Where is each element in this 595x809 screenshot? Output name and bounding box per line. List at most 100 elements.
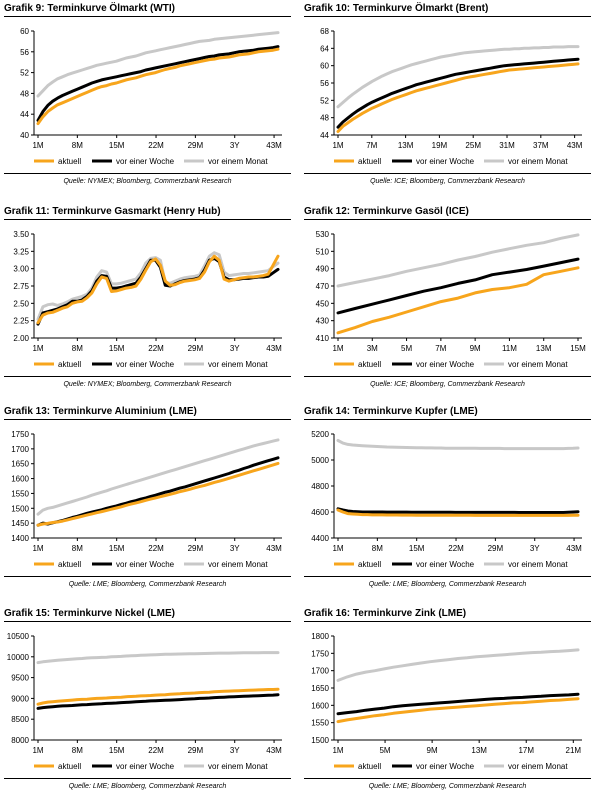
y-tick-label: 2.00 xyxy=(13,334,29,343)
chart-svg: 2.00 2.25 2.50 2.75 3.00 3.25 3.50 1M 8M 15M 22M 29… xyxy=(13,230,282,369)
x-tick-label: 22M xyxy=(148,544,164,553)
legend-rule xyxy=(304,376,591,377)
x-tick-label: 15M xyxy=(570,344,586,353)
y-tick-label: 8000 xyxy=(11,736,29,745)
y-tick-label: 1800 xyxy=(311,632,329,641)
x-tick-label: 43M xyxy=(567,141,583,150)
legend-label-monat: vor einem Monat xyxy=(208,360,268,369)
x-tick-label: 43M xyxy=(566,544,582,553)
chart-number: Grafik 12: xyxy=(304,206,353,217)
x-tick-label: 9M xyxy=(470,344,481,353)
y-tick-label: 68 xyxy=(320,27,329,36)
x-tick-label: 8M xyxy=(72,344,83,353)
title-rule xyxy=(304,419,591,420)
y-tick-label: 1600 xyxy=(311,701,329,710)
x-tick-label: 37M xyxy=(533,141,549,150)
x-tick-label: 13M xyxy=(471,746,487,755)
chart-panel-g12: Grafik 12: Terminkurve Gasöl (ICE) 410 430… xyxy=(304,206,591,406)
chart-number: Grafik 13: xyxy=(4,406,53,417)
legend-rule xyxy=(4,376,291,377)
chart-title-text: Terminkurve Gasmarkt (Henry Hub) xyxy=(52,206,221,217)
x-tick-label: 1M xyxy=(32,544,43,553)
series-line-aktuell xyxy=(336,508,580,517)
x-tick-label: 31M xyxy=(499,141,515,150)
x-tick-label: 8M xyxy=(72,544,83,553)
x-tick-label: 7M xyxy=(435,344,446,353)
y-tick-label: 3.00 xyxy=(13,265,29,274)
series-line-woche xyxy=(336,257,580,315)
y-tick-label: 530 xyxy=(316,230,330,239)
chart-source: Quelle: ICE; Bloomberg, Commerzbank Rese… xyxy=(370,381,525,388)
legend-label-woche: vor einer Woche xyxy=(416,560,475,569)
y-tick-label: 9000 xyxy=(11,694,29,703)
legend-label-woche: vor einer Woche xyxy=(116,560,175,569)
legend-label-aktuell: aktuell xyxy=(358,762,381,771)
x-tick-label: 13M xyxy=(398,141,414,150)
series-line-woche xyxy=(36,693,280,710)
x-tick-label: 15M xyxy=(109,344,125,353)
y-tick-label: 44 xyxy=(20,110,29,119)
chart-number: Grafik 16: xyxy=(304,608,353,619)
x-tick-label: 15M xyxy=(409,544,425,553)
chart-title-text: Terminkurve Nickel (LME) xyxy=(52,608,175,619)
x-tick-label: 22M xyxy=(148,344,164,353)
legend-rule xyxy=(4,576,291,577)
y-tick-label: 1600 xyxy=(11,475,29,484)
y-tick-label: 1500 xyxy=(11,504,29,513)
chart-title: Grafik 14: Terminkurve Kupfer (LME) xyxy=(304,406,478,417)
x-tick-label: 1M xyxy=(332,746,343,755)
y-tick-label: 56 xyxy=(20,48,29,57)
y-tick-label: 2.25 xyxy=(13,317,29,326)
x-tick-label: 3M xyxy=(367,344,378,353)
series-line-monat xyxy=(336,648,580,682)
chart-title: Grafik 16: Terminkurve Zink (LME) xyxy=(304,608,466,619)
chart-title-text: Terminkurve Zink (LME) xyxy=(352,608,467,619)
x-tick-label: 1M xyxy=(32,344,43,353)
x-tick-label: 13M xyxy=(536,344,552,353)
series-line-monat xyxy=(36,251,280,321)
legend-label-aktuell: aktuell xyxy=(358,157,381,166)
legend-label-monat: vor einem Monat xyxy=(508,360,568,369)
title-rule xyxy=(4,419,291,420)
x-tick-label: 3Y xyxy=(230,746,240,755)
y-tick-label: 1450 xyxy=(11,519,29,528)
series-line-aktuell xyxy=(336,62,580,133)
x-tick-label: 1M xyxy=(32,746,43,755)
y-tick-label: 2.75 xyxy=(13,282,29,291)
chart-panel-g9: Grafik 9: Terminkurve Ölmarkt (WTI) 40 44 4… xyxy=(4,3,291,203)
y-tick-label: 2.50 xyxy=(13,299,29,308)
legend-label-aktuell: aktuell xyxy=(58,560,81,569)
x-tick-label: 1M xyxy=(32,141,43,150)
chart-svg: 1400 1450 1500 1550 1600 1650 1700 1750 1M 8M 15M 2… xyxy=(11,430,282,569)
x-tick-label: 43M xyxy=(266,746,282,755)
title-rule xyxy=(4,16,291,17)
y-tick-label: 52 xyxy=(320,96,329,105)
chart-svg: 410 430 450 470 490 510 530 1M 3M 5M 7M 9M 11M 13M 15M… xyxy=(316,230,586,369)
y-tick-label: 410 xyxy=(316,334,330,343)
legend-label-aktuell: aktuell xyxy=(58,360,81,369)
legend-label-aktuell: aktuell xyxy=(58,762,81,771)
title-rule xyxy=(304,16,591,17)
legend-label-monat: vor einem Monat xyxy=(208,560,268,569)
x-tick-label: 1M xyxy=(332,344,343,353)
x-tick-label: 3Y xyxy=(230,344,240,353)
y-tick-label: 64 xyxy=(320,44,329,53)
legend-rule xyxy=(304,173,591,174)
y-tick-label: 48 xyxy=(20,89,29,98)
chart-source: Quelle: NYMEX; Bloomberg, Commerzbank Re… xyxy=(63,381,232,388)
chart-svg: 40 44 48 52 56 60 1M 8M 15M 22M 29M 3Y 43M aktuell vor… xyxy=(20,27,282,166)
chart-title: Grafik 12: Terminkurve Gasöl (ICE) xyxy=(304,206,469,217)
legend-label-aktuell: aktuell xyxy=(358,360,381,369)
y-tick-label: 3.50 xyxy=(13,230,29,239)
y-tick-label: 52 xyxy=(20,69,29,78)
chart-panel-g10: Grafik 10: Terminkurve Ölmarkt (Brent) 44… xyxy=(304,3,591,203)
y-tick-label: 10500 xyxy=(7,632,30,641)
x-tick-label: 22M xyxy=(148,746,164,755)
series-line-monat xyxy=(336,233,580,288)
legend-rule xyxy=(4,173,291,174)
y-tick-label: 48 xyxy=(320,114,329,123)
x-tick-label: 29M xyxy=(188,746,204,755)
legend-label-monat: vor einem Monat xyxy=(508,762,568,771)
series-line-aktuell xyxy=(336,266,580,335)
x-tick-label: 17M xyxy=(518,746,534,755)
